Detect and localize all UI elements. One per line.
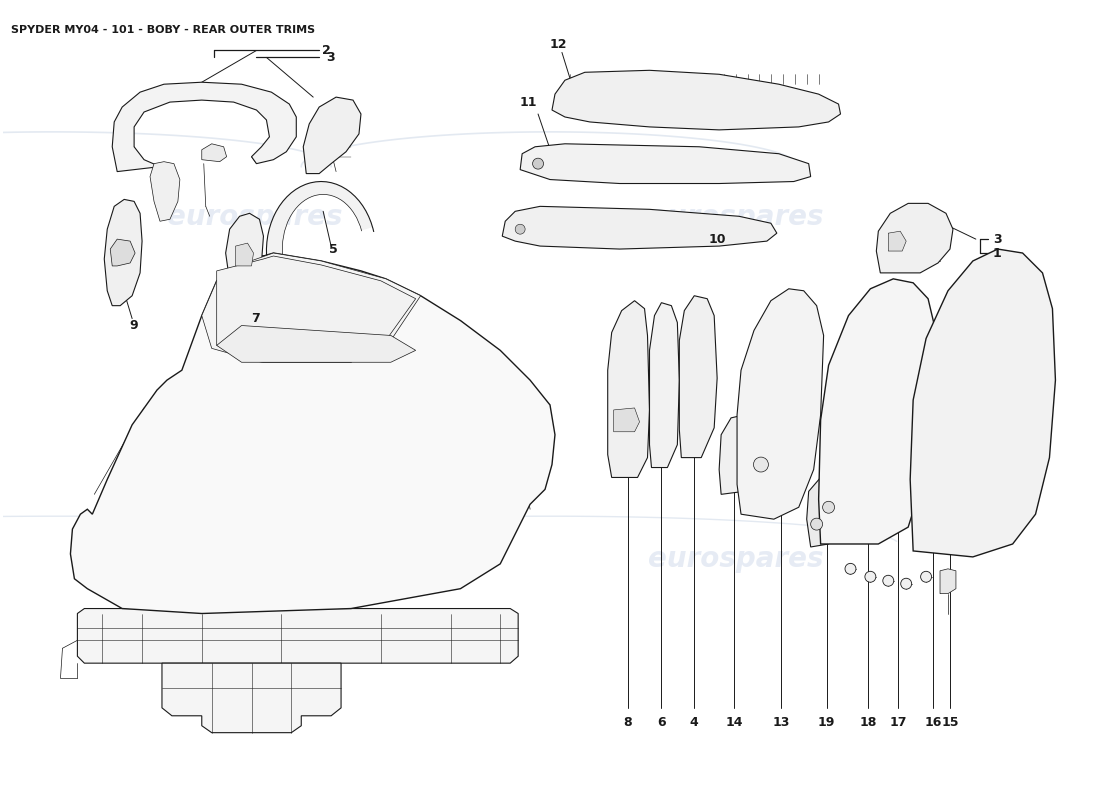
Polygon shape (201, 144, 227, 162)
Polygon shape (226, 214, 264, 290)
Polygon shape (110, 239, 135, 266)
Text: 16: 16 (924, 716, 942, 730)
Polygon shape (680, 296, 717, 458)
Polygon shape (217, 256, 416, 362)
Polygon shape (649, 302, 680, 467)
Circle shape (883, 575, 894, 586)
Polygon shape (150, 162, 180, 222)
Polygon shape (737, 289, 824, 519)
Text: 18: 18 (860, 716, 877, 730)
Polygon shape (70, 253, 556, 614)
Text: eurospares: eurospares (167, 545, 342, 573)
Text: 13: 13 (772, 716, 790, 730)
Polygon shape (719, 415, 751, 494)
Polygon shape (104, 199, 142, 306)
Text: 11: 11 (519, 95, 537, 109)
Polygon shape (910, 249, 1055, 557)
Polygon shape (877, 203, 953, 273)
Polygon shape (162, 663, 341, 733)
Text: 10: 10 (708, 233, 726, 246)
Text: eurospares: eurospares (167, 203, 342, 231)
Polygon shape (201, 253, 420, 362)
Polygon shape (607, 301, 649, 478)
Polygon shape (806, 478, 844, 547)
Polygon shape (235, 243, 253, 266)
Polygon shape (266, 182, 373, 269)
Text: 15: 15 (942, 716, 959, 730)
Text: 19: 19 (818, 716, 835, 730)
Text: 4: 4 (690, 716, 698, 730)
Polygon shape (304, 97, 361, 174)
Circle shape (811, 518, 823, 530)
Text: SPYDER MY04 - 101 - BOBY - REAR OUTER TRIMS: SPYDER MY04 - 101 - BOBY - REAR OUTER TR… (11, 25, 315, 34)
Polygon shape (503, 206, 777, 249)
Text: 14: 14 (725, 716, 742, 730)
Circle shape (901, 578, 912, 589)
Text: 3: 3 (993, 233, 1001, 246)
Text: 6: 6 (657, 716, 665, 730)
Text: eurospares: eurospares (648, 545, 824, 573)
Polygon shape (614, 408, 639, 432)
Polygon shape (520, 144, 811, 183)
Circle shape (921, 571, 932, 582)
Text: 2: 2 (322, 44, 330, 57)
Polygon shape (818, 279, 936, 544)
Text: 3: 3 (326, 51, 334, 64)
Text: 9: 9 (130, 319, 139, 332)
Text: 1: 1 (993, 246, 1001, 259)
Circle shape (754, 457, 769, 472)
Circle shape (865, 571, 876, 582)
Text: 8: 8 (624, 716, 631, 730)
Circle shape (845, 563, 856, 574)
Text: 17: 17 (890, 716, 908, 730)
Text: eurospares: eurospares (648, 203, 824, 231)
Polygon shape (552, 70, 840, 130)
Text: 5: 5 (329, 242, 338, 255)
Polygon shape (940, 569, 956, 594)
Circle shape (823, 502, 835, 514)
Polygon shape (112, 82, 296, 171)
Polygon shape (889, 231, 906, 251)
Circle shape (532, 158, 543, 169)
Text: 12: 12 (549, 38, 566, 51)
Text: 7: 7 (251, 312, 260, 325)
Circle shape (515, 224, 525, 234)
Polygon shape (77, 609, 518, 663)
Polygon shape (217, 326, 416, 362)
